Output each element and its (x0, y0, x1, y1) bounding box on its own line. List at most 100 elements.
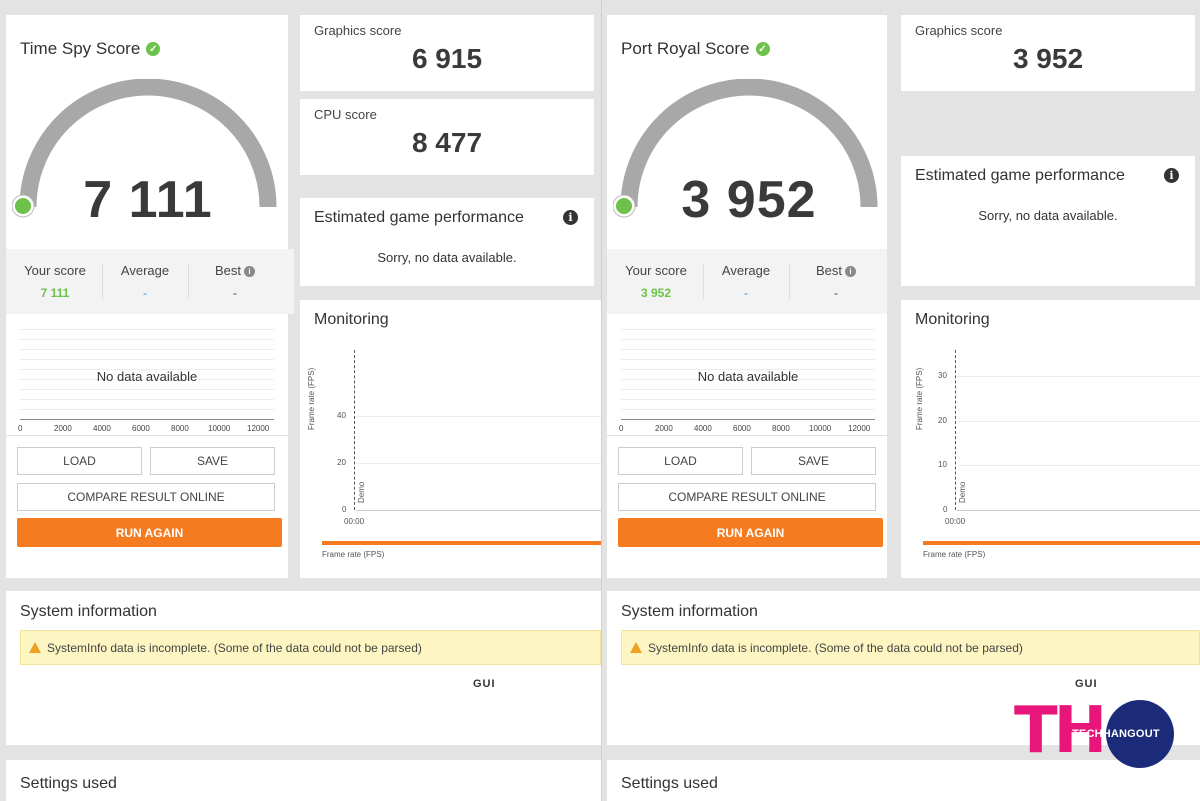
x-tick: 4000 (93, 424, 111, 433)
average-stat: Average - (711, 263, 781, 300)
score-title: Port Royal Score (621, 39, 750, 58)
best-value: - (834, 286, 838, 300)
overall-score-value: 7 111 (83, 171, 213, 229)
info-icon[interactable]: i (845, 266, 856, 277)
logo-letters: TH (1014, 694, 1107, 768)
x-tick: 4000 (694, 424, 712, 433)
monitoring-y-axis (354, 350, 356, 510)
your-score-stat: Your score 3 952 (617, 263, 695, 300)
score-title-row: Port Royal Score ✓ (621, 39, 770, 59)
egp-title: Estimated game performance (915, 167, 1125, 184)
best-stat: Best i - (797, 263, 875, 300)
graphics-score-value: 3 952 (1012, 43, 1084, 74)
info-icon[interactable]: i (244, 266, 255, 277)
save-button[interactable]: SAVE (751, 447, 876, 475)
your-score-label: Your score (24, 263, 86, 278)
score-comparison-row: Your score 3 952 Average - Best i - (607, 249, 887, 314)
your-score-label: Your score (625, 263, 687, 278)
y-tick: 40 (337, 411, 346, 420)
logo-text: TECHHANGOUT (1072, 728, 1160, 740)
info-icon[interactable]: i (1164, 168, 1179, 183)
settings-used-card: Settings used (6, 760, 601, 801)
x-tick: 10000 (809, 424, 832, 433)
monitoring-y-axis (955, 350, 957, 510)
demo-marker-label: Demo (958, 481, 967, 503)
sysinfo-warning-text: SystemInfo data is incomplete. (Some of … (648, 640, 1023, 655)
gui-label: GUI (473, 678, 496, 690)
x-tick: 6000 (132, 424, 150, 433)
system-information-card: System information SystemInfo data is in… (607, 591, 1200, 745)
techhangout-logo: TH TECHHANGOUT (1014, 696, 1174, 770)
sysinfo-title: System information (20, 603, 157, 620)
average-label: Average (120, 263, 170, 278)
graphics-score-card: Graphics score 6 915 (300, 15, 594, 91)
average-stat: Average - (110, 263, 180, 300)
y-tick: 20 (938, 416, 947, 425)
x-tick: 6000 (733, 424, 751, 433)
monitoring-card: Monitoring Frame rate (FPS) 40 20 0 Demo… (300, 300, 601, 578)
score-gauge (613, 79, 878, 218)
average-value: - (143, 286, 147, 300)
monitoring-card: Monitoring Frame rate (FPS) 30 20 10 0 D… (901, 300, 1200, 578)
average-label: Average (721, 263, 771, 278)
score-title: Time Spy Score (20, 39, 141, 58)
check-icon: ✓ (755, 42, 770, 56)
x-tick: 2000 (54, 424, 72, 433)
score-gauge (12, 79, 277, 218)
monitoring-y-axis-label: Frame rate (FPS) (915, 367, 924, 430)
settings-used-card: Settings used (607, 760, 1200, 801)
no-data-text: No data available (697, 369, 799, 384)
x-tick: 00:00 (945, 517, 966, 526)
load-button[interactable]: LOAD (17, 447, 142, 475)
monitoring-title: Monitoring (915, 311, 990, 328)
score-distribution-graph: No data available 0 2000 4000 6000 8000 … (619, 323, 875, 433)
run-again-button[interactable]: RUN AGAIN (17, 518, 282, 547)
graphics-score-label: Graphics score (915, 23, 1003, 38)
egp-no-data-text: Sorry, no data available. (377, 250, 517, 265)
gui-label: GUI (1075, 678, 1098, 690)
score-comparison-row: Your score 7 111 Average - Best i - (6, 249, 294, 314)
cpu-score-value: 8 477 (411, 127, 483, 158)
x-tick: 2000 (655, 424, 673, 433)
monitoring-legend: Frame rate (FPS) (322, 550, 385, 559)
check-icon: ✓ (146, 42, 161, 56)
demo-marker-label: Demo (357, 481, 366, 503)
info-icon[interactable]: i (563, 210, 578, 225)
no-data-text: No data available (96, 369, 198, 384)
y-tick: 20 (337, 458, 346, 467)
warning-icon (29, 642, 41, 653)
graphics-score-card: Graphics score 3 952 (901, 15, 1195, 91)
your-score-stat: Your score 7 111 (16, 263, 94, 300)
graphics-score-label: Graphics score (314, 23, 402, 38)
y-tick: 30 (938, 371, 947, 380)
graphics-score-value: 6 915 (411, 43, 483, 74)
x-tick: 00:00 (344, 517, 365, 526)
best-label: Best (815, 263, 842, 278)
cpu-score-card: CPU score 8 477 (300, 99, 594, 175)
compare-result-online-button[interactable]: COMPARE RESULT ONLINE (618, 483, 876, 511)
estimated-game-performance-card: Estimated game performance i Sorry, no d… (901, 156, 1195, 286)
load-button[interactable]: LOAD (618, 447, 743, 475)
compare-result-online-button[interactable]: COMPARE RESULT ONLINE (17, 483, 275, 511)
warning-icon (630, 642, 642, 653)
egp-no-data-text: Sorry, no data available. (978, 208, 1118, 223)
best-value: - (233, 286, 237, 300)
save-button[interactable]: SAVE (150, 447, 275, 475)
monitoring-legend: Frame rate (FPS) (923, 550, 986, 559)
sysinfo-warning-text: SystemInfo data is incomplete. (Some of … (47, 640, 422, 655)
sysinfo-title: System information (621, 603, 758, 620)
x-tick: 8000 (171, 424, 189, 433)
sysinfo-warning-banner: SystemInfo data is incomplete. (Some of … (20, 630, 601, 665)
run-again-button[interactable]: RUN AGAIN (618, 518, 883, 547)
time-spy-score-card: Time Spy Score ✓ 7 111 Your score 7 111 … (6, 15, 294, 578)
settings-used-title: Settings used (20, 775, 117, 792)
overall-score-value: 3 952 (681, 171, 817, 229)
best-stat: Best i - (196, 263, 274, 300)
system-information-card: System information SystemInfo data is in… (6, 591, 601, 745)
logo-circle (1106, 700, 1174, 768)
y-tick: 0 (342, 505, 347, 514)
your-score-value: 7 111 (40, 286, 70, 300)
best-label: Best (214, 263, 241, 278)
score-distribution-graph: No data available 0 2000 4000 6000 8000 … (18, 323, 274, 433)
monitoring-y-axis-label: Frame rate (FPS) (307, 367, 316, 430)
